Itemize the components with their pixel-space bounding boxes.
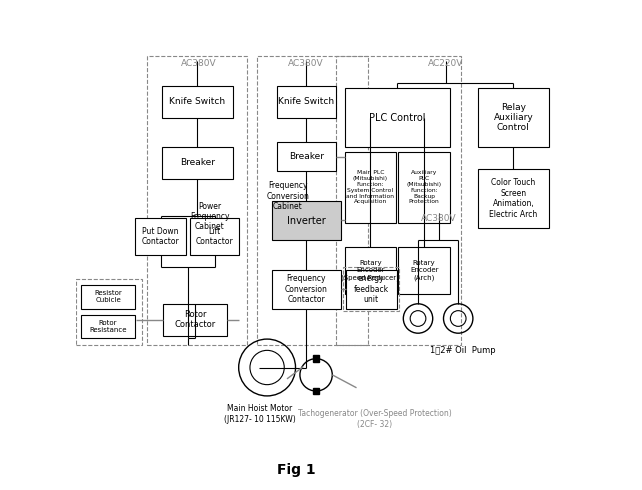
Text: Breaker: Breaker bbox=[180, 158, 215, 168]
Text: Fig 1: Fig 1 bbox=[277, 464, 316, 477]
FancyBboxPatch shape bbox=[162, 147, 233, 179]
FancyBboxPatch shape bbox=[272, 270, 341, 309]
FancyBboxPatch shape bbox=[478, 88, 549, 147]
FancyBboxPatch shape bbox=[345, 270, 397, 309]
FancyBboxPatch shape bbox=[81, 315, 135, 338]
Text: Resistor
Cubicle: Resistor Cubicle bbox=[94, 291, 122, 303]
Text: Frequency
Conversion
Cabinet: Frequency Conversion Cabinet bbox=[266, 181, 309, 211]
Text: Put Down
Contactor: Put Down Contactor bbox=[142, 227, 179, 246]
Text: 1，2# Oil  Pump: 1，2# Oil Pump bbox=[430, 346, 496, 355]
Text: Breaker: Breaker bbox=[289, 152, 324, 161]
Text: Rotor
Resistance: Rotor Resistance bbox=[89, 320, 127, 333]
FancyBboxPatch shape bbox=[272, 201, 341, 240]
FancyBboxPatch shape bbox=[313, 388, 319, 394]
FancyBboxPatch shape bbox=[277, 86, 336, 118]
FancyBboxPatch shape bbox=[162, 86, 233, 118]
Text: Tachogenerator (Over-Speed Protection)
(2CF- 32): Tachogenerator (Over-Speed Protection) (… bbox=[298, 409, 452, 429]
Text: PLC Control: PLC Control bbox=[369, 113, 426, 122]
Text: Auxiliary
PLC
(Mitsubishi)
Function:
Backup
Protection: Auxiliary PLC (Mitsubishi) Function: Bac… bbox=[406, 171, 442, 204]
Text: Rotary
Encoder
(Arch): Rotary Encoder (Arch) bbox=[410, 261, 438, 281]
FancyBboxPatch shape bbox=[163, 304, 227, 336]
FancyBboxPatch shape bbox=[345, 152, 396, 223]
FancyBboxPatch shape bbox=[135, 218, 186, 255]
Text: energy
feedback
unit: energy feedback unit bbox=[354, 274, 389, 304]
FancyBboxPatch shape bbox=[478, 169, 549, 228]
Text: Power
Frequency
Cabinet: Power Frequency Cabinet bbox=[190, 202, 230, 231]
Text: AC220V: AC220V bbox=[428, 59, 464, 68]
FancyBboxPatch shape bbox=[313, 356, 319, 362]
Text: Inverter: Inverter bbox=[287, 216, 325, 225]
Text: Relay
Auxiliary
Control: Relay Auxiliary Control bbox=[494, 103, 534, 132]
FancyBboxPatch shape bbox=[399, 152, 450, 223]
Text: Main Hoist Motor
(JR127- 10 115KW): Main Hoist Motor (JR127- 10 115KW) bbox=[224, 404, 295, 424]
FancyBboxPatch shape bbox=[345, 247, 396, 294]
Text: Main PLC
(Mitsubishi)
Function:
System Control
and Information
Acquisition: Main PLC (Mitsubishi) Function: System C… bbox=[346, 171, 394, 204]
FancyBboxPatch shape bbox=[81, 285, 135, 309]
Text: Knife Switch: Knife Switch bbox=[169, 97, 225, 106]
FancyBboxPatch shape bbox=[277, 142, 336, 172]
Text: AC380V: AC380V bbox=[288, 59, 323, 68]
Text: Lift
Contactor: Lift Contactor bbox=[196, 227, 234, 246]
Text: Knife Switch: Knife Switch bbox=[278, 97, 334, 106]
FancyBboxPatch shape bbox=[345, 88, 450, 147]
Text: Rotary
Encoder
(Speed Reducer): Rotary Encoder (Speed Reducer) bbox=[342, 261, 399, 281]
Text: Color Touch
Screen
Animation,
Electric Arch: Color Touch Screen Animation, Electric A… bbox=[489, 178, 537, 219]
Text: Rotor
Contactor: Rotor Contactor bbox=[175, 310, 216, 329]
Text: AC380V: AC380V bbox=[180, 59, 216, 68]
FancyBboxPatch shape bbox=[190, 218, 239, 255]
FancyBboxPatch shape bbox=[399, 247, 450, 294]
Text: AC380V: AC380V bbox=[421, 214, 456, 222]
Text: Frequency
Conversion
Contactor: Frequency Conversion Contactor bbox=[285, 274, 327, 304]
